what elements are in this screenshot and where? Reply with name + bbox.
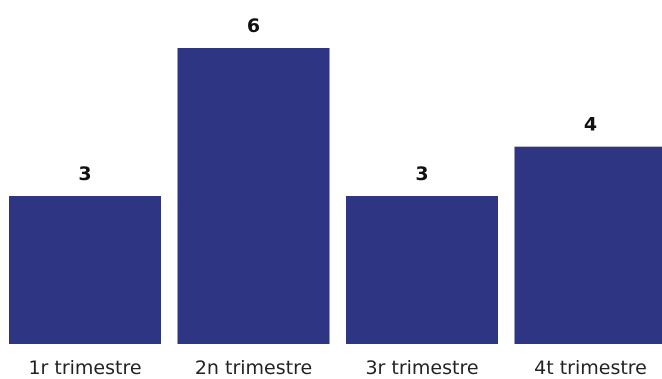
x-tick-label-2: 2n trimestre (195, 357, 312, 379)
value-label-group: 3 6 3 4 (78, 15, 597, 185)
bar-group (9, 48, 662, 344)
value-label-1: 3 (78, 163, 91, 185)
bar-2 (177, 48, 330, 344)
value-label-3: 3 (415, 163, 428, 185)
x-tick-label-3: 3r trimestre (365, 357, 478, 379)
value-label-2: 6 (247, 15, 260, 37)
x-tick-label-1: 1r trimestre (28, 357, 141, 379)
bar-1 (9, 196, 161, 344)
bar-3 (346, 196, 498, 344)
bar-4 (514, 146, 662, 344)
x-tick-label-4: 4t trimestre (534, 357, 647, 379)
x-axis-tick-labels: 1r trimestre 2n trimestre 3r trimestre 4t t… (28, 357, 646, 379)
value-label-4: 4 (584, 114, 597, 136)
